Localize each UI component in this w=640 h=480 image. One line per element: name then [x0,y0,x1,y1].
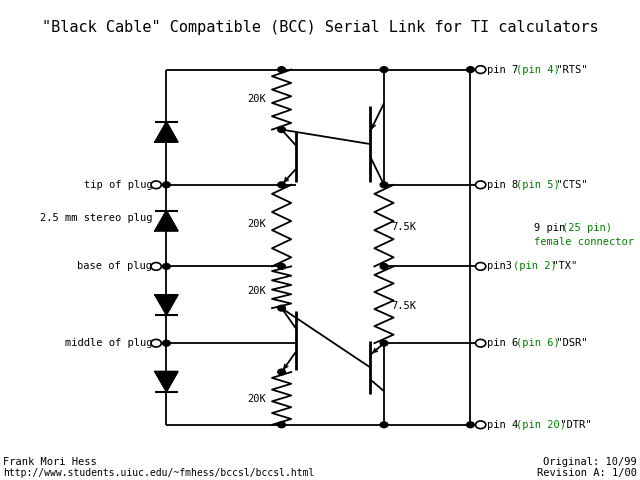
Circle shape [151,339,161,347]
Circle shape [163,182,170,188]
Circle shape [380,264,388,269]
Text: pin3: pin3 [487,262,518,271]
Circle shape [278,67,285,72]
Circle shape [278,369,285,375]
Text: (pin 5): (pin 5) [516,180,560,190]
Text: female connector: female connector [534,238,634,247]
Circle shape [380,182,388,188]
Text: 7.5K: 7.5K [392,222,417,231]
Circle shape [476,263,486,270]
Text: (pin 2): (pin 2) [513,262,556,271]
Text: (pin 20): (pin 20) [516,420,566,430]
Circle shape [476,339,486,347]
Text: "CTS": "CTS" [550,180,588,190]
Text: Revision A: 1/00: Revision A: 1/00 [537,468,637,478]
Circle shape [476,421,486,429]
Text: "DTR": "DTR" [554,420,591,430]
Text: 20K: 20K [247,286,266,296]
Polygon shape [155,295,178,315]
Circle shape [278,305,285,311]
Text: middle of plug: middle of plug [65,338,152,348]
Text: pin 4: pin 4 [487,420,525,430]
Text: 20K: 20K [247,219,266,229]
Text: tip of plug: tip of plug [84,180,152,190]
Text: Frank Mori Hess: Frank Mori Hess [3,457,97,467]
Circle shape [467,422,474,428]
Text: 20K: 20K [247,95,266,104]
Text: http://www.students.uiuc.edu/~fmhess/bccsl/bccsl.html: http://www.students.uiuc.edu/~fmhess/bcc… [3,468,315,478]
Text: "TX": "TX" [546,262,577,271]
Circle shape [151,263,161,270]
Text: pin 7: pin 7 [487,65,525,74]
Circle shape [380,422,388,428]
Circle shape [278,182,285,188]
Circle shape [476,66,486,73]
Circle shape [467,67,474,72]
Text: (pin 6): (pin 6) [516,338,560,348]
Circle shape [380,67,388,72]
Text: 20K: 20K [247,395,266,404]
Text: 7.5K: 7.5K [392,301,417,311]
Polygon shape [155,372,178,392]
Text: "DSR": "DSR" [550,338,588,348]
Text: base of plug: base of plug [77,262,152,271]
Circle shape [278,422,285,428]
Circle shape [278,264,285,269]
Text: (25 pin): (25 pin) [562,223,612,233]
Text: (pin 4): (pin 4) [516,65,560,74]
Circle shape [151,181,161,189]
Text: 9 pin: 9 pin [534,223,572,233]
Circle shape [163,340,170,346]
Text: "RTS": "RTS" [550,65,588,74]
Circle shape [380,340,388,346]
Text: "Black Cable" Compatible (BCC) Serial Link for TI calculators: "Black Cable" Compatible (BCC) Serial Li… [42,20,598,36]
Circle shape [163,264,170,269]
Text: pin 6: pin 6 [487,338,525,348]
Text: 2.5 mm stereo plug: 2.5 mm stereo plug [40,214,152,223]
Circle shape [278,127,285,132]
Circle shape [476,181,486,189]
Text: pin 8: pin 8 [487,180,525,190]
Text: Original: 10/99: Original: 10/99 [543,457,637,467]
Polygon shape [155,122,178,142]
Polygon shape [155,211,178,231]
